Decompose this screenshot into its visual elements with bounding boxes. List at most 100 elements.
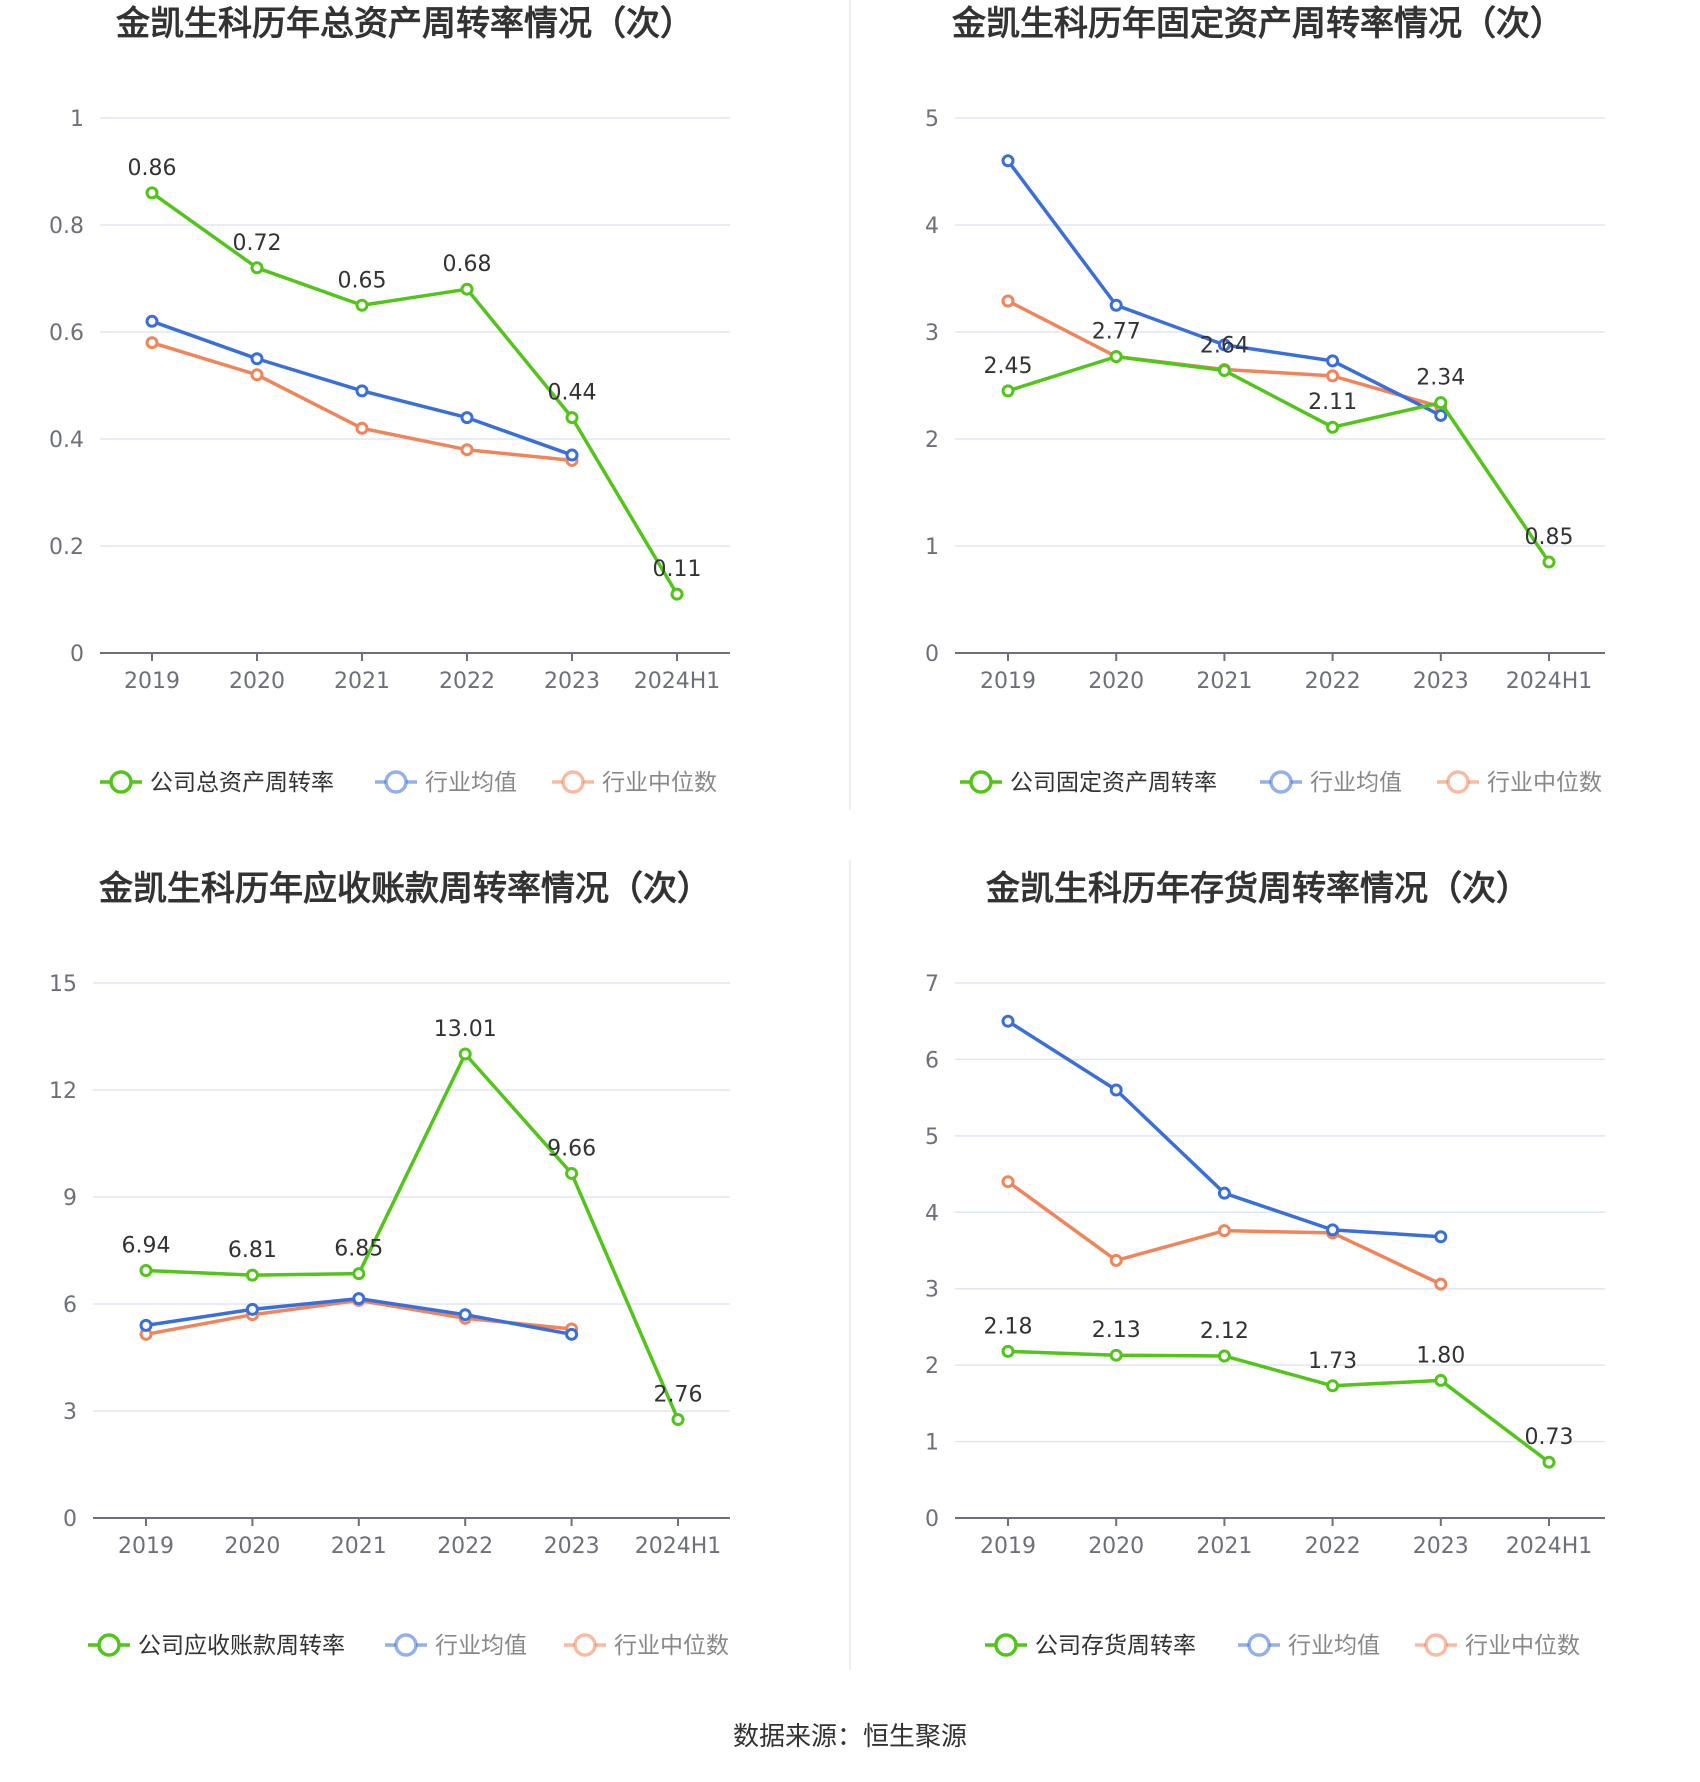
data-point-avg xyxy=(1326,1223,1340,1237)
data-label: 0.65 xyxy=(338,268,387,293)
series-line-avg xyxy=(1007,1019,1441,1239)
y-tick-label: 4 xyxy=(925,214,939,239)
y-tick-label: 5 xyxy=(925,1125,939,1150)
data-point-avg xyxy=(565,448,579,462)
data-label: 0.44 xyxy=(548,381,597,406)
y-tick-label: 3 xyxy=(63,1400,77,1425)
series-line-median xyxy=(151,341,573,463)
data-label: 2.12 xyxy=(1200,1319,1249,1344)
chart-title: 金凯生科历年固定资产周转率情况（次） xyxy=(951,4,1564,44)
data-point-company xyxy=(1001,1344,1015,1358)
y-tick-label: 0.8 xyxy=(49,214,84,239)
data-point-avg xyxy=(460,411,474,425)
data-label: 0.86 xyxy=(128,156,177,181)
data-point-company xyxy=(565,411,579,425)
data-label: 2.77 xyxy=(1092,320,1141,345)
data-point-avg xyxy=(352,1292,366,1306)
data-point-avg xyxy=(1217,338,1231,352)
data-point-company xyxy=(1109,1348,1123,1362)
data-point-company xyxy=(1217,364,1231,378)
data-point-median xyxy=(1326,369,1340,383)
legend-swatch-marker xyxy=(994,1633,1018,1657)
x-tick-label: 2022 xyxy=(439,669,495,694)
data-label: 2.13 xyxy=(1092,1318,1141,1343)
legend-label: 行业中位数 xyxy=(602,770,717,796)
x-tick-label: 2021 xyxy=(1196,1534,1252,1559)
series-line-company xyxy=(150,191,679,596)
data-label: 0.11 xyxy=(653,557,702,582)
legend-label: 公司应收账款周转率 xyxy=(138,1633,345,1659)
y-tick-label: 2 xyxy=(925,1354,939,1379)
series-line-company xyxy=(1007,1349,1551,1464)
data-point-company xyxy=(1326,420,1340,434)
data-point-company xyxy=(670,587,684,601)
y-tick-label: 5 xyxy=(925,107,939,132)
data-label: 1.73 xyxy=(1308,1349,1357,1374)
data-point-company xyxy=(458,1047,472,1061)
chart-title: 金凯生科历年总资产周转率情况（次） xyxy=(115,4,694,44)
legend-swatch-marker xyxy=(1247,1633,1271,1657)
x-tick-label: 2023 xyxy=(544,1534,600,1559)
legend-label: 行业均值 xyxy=(435,1633,527,1659)
data-point-company xyxy=(460,282,474,296)
y-tick-label: 7 xyxy=(925,972,939,997)
legend-label: 行业均值 xyxy=(1288,1633,1380,1659)
legend-label: 行业中位数 xyxy=(614,1633,729,1659)
data-point-avg xyxy=(139,1318,153,1332)
legend-label: 行业中位数 xyxy=(1465,1633,1580,1659)
data-point-median xyxy=(250,368,264,382)
data-label: 0.68 xyxy=(443,252,492,277)
x-tick-label: 2022 xyxy=(1305,669,1361,694)
legend-label: 行业中位数 xyxy=(1487,770,1602,796)
x-tick-label: 2020 xyxy=(224,1534,280,1559)
data-label: 2.34 xyxy=(1416,366,1465,391)
data-point-median xyxy=(460,443,474,457)
data-point-median xyxy=(1001,294,1015,308)
series-line-company xyxy=(145,1052,680,1421)
y-tick-label: 0.4 xyxy=(49,428,84,453)
data-source: 数据来源：恒生聚源 xyxy=(733,1722,967,1752)
data-point-avg xyxy=(1001,154,1015,168)
data-point-avg xyxy=(1217,1186,1231,1200)
data-point-avg xyxy=(1001,1014,1015,1028)
x-tick-label: 2019 xyxy=(124,669,180,694)
data-label: 13.01 xyxy=(434,1017,497,1042)
data-point-avg xyxy=(1434,408,1448,422)
x-tick-label: 2021 xyxy=(334,669,390,694)
x-tick-label: 2024H1 xyxy=(634,669,721,694)
data-point-company xyxy=(139,1263,153,1277)
y-tick-label: 0 xyxy=(925,1507,939,1532)
data-point-company xyxy=(1542,555,1556,569)
y-tick-label: 6 xyxy=(925,1048,939,1073)
data-label: 6.94 xyxy=(122,1233,171,1258)
x-tick-label: 2021 xyxy=(331,1534,387,1559)
x-tick-label: 2022 xyxy=(1305,1534,1361,1559)
data-label: 0.72 xyxy=(233,231,282,256)
data-point-company xyxy=(355,298,369,312)
data-label: 6.85 xyxy=(334,1237,383,1262)
data-point-avg xyxy=(355,384,369,398)
legend-swatch-marker xyxy=(97,1633,121,1657)
legend-label: 行业均值 xyxy=(1310,770,1402,796)
data-point-median xyxy=(1217,1224,1231,1238)
data-label: 2.45 xyxy=(984,354,1033,379)
data-point-avg xyxy=(458,1308,472,1322)
data-point-median xyxy=(355,421,369,435)
data-point-avg xyxy=(245,1302,259,1316)
data-point-avg xyxy=(145,314,159,328)
y-tick-label: 0 xyxy=(70,642,84,667)
data-point-company xyxy=(145,186,159,200)
data-label: 6.81 xyxy=(228,1238,277,1263)
legend-swatch-marker xyxy=(573,1633,597,1657)
data-point-avg xyxy=(1109,298,1123,312)
series-line-company xyxy=(1007,354,1551,564)
y-tick-label: 0.2 xyxy=(49,535,84,560)
data-label: 9.66 xyxy=(547,1136,596,1161)
data-point-company xyxy=(1109,350,1123,364)
legend-swatch-marker xyxy=(109,770,133,794)
data-label: 2.64 xyxy=(1200,334,1249,359)
x-tick-label: 2020 xyxy=(1088,1534,1144,1559)
data-point-median xyxy=(1109,1253,1123,1267)
data-point-avg xyxy=(565,1327,579,1341)
